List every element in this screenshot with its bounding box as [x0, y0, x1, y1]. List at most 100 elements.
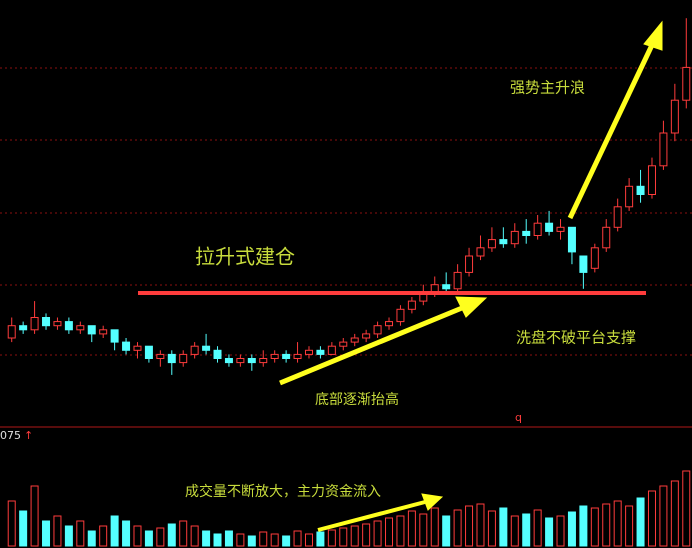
volume-bar [133, 525, 142, 547]
volume-bar [522, 513, 531, 547]
volume-bar [659, 485, 668, 547]
annotation: 洗盘不破平台支撑 [516, 329, 636, 347]
candle-body [122, 341, 131, 351]
candle-body [144, 345, 153, 360]
arrows [279, 20, 663, 532]
candle-body [19, 325, 28, 331]
candle-body [522, 230, 531, 236]
volume-bar [590, 507, 599, 547]
volume-bar [510, 515, 519, 547]
volume-bar [122, 520, 131, 547]
candle-body [545, 222, 554, 232]
volume-bar [636, 497, 645, 547]
volume-bar [407, 510, 416, 547]
volume-bar [247, 535, 256, 547]
candle-body [670, 99, 679, 134]
indicator-arrow: ↑ [24, 429, 33, 442]
candle-body [304, 349, 313, 355]
annotation: 成交量不断放大，主力资金流入 [185, 483, 381, 500]
volume-bar [19, 510, 28, 547]
volume-bar [350, 525, 359, 547]
candle-body [590, 247, 599, 269]
volume-bar [545, 517, 554, 547]
volume-bars [7, 470, 691, 547]
volume-bar [270, 533, 279, 547]
volume-bar [419, 513, 428, 547]
arrow [317, 500, 426, 532]
volume-bar [499, 507, 508, 547]
volume-bar [567, 511, 576, 547]
candle-body [602, 226, 611, 249]
candle-body [647, 165, 656, 196]
candle-body [30, 317, 39, 331]
volume-bar [53, 515, 62, 547]
candle-body [156, 353, 165, 359]
candle-body [476, 247, 485, 257]
candle-body [373, 325, 382, 335]
volume-bar [282, 535, 291, 547]
volume-bar [213, 533, 222, 547]
candle-body [533, 222, 542, 236]
candle-body [327, 345, 336, 355]
candle-body [224, 358, 233, 364]
arrow-head [421, 493, 444, 511]
volume-bar [179, 520, 188, 547]
volume-bar [670, 480, 679, 547]
candle-body [613, 206, 622, 228]
annotation: 强势主升浪 [510, 79, 585, 97]
marker-label: q [515, 411, 522, 424]
candle-body [167, 353, 176, 364]
candle-body [625, 185, 634, 208]
arrow-head [455, 296, 488, 318]
candle-body [350, 337, 359, 343]
candle-body [202, 345, 211, 351]
volume-bar [442, 515, 451, 547]
candle-body [396, 308, 405, 323]
volume-bar [99, 525, 108, 547]
volume-bar [156, 527, 165, 547]
candle-body [99, 329, 108, 335]
volume-bar [579, 505, 588, 547]
candle-body [76, 325, 85, 331]
candle-body [247, 358, 256, 364]
candle-body [236, 358, 245, 364]
volume-bar [682, 470, 691, 547]
candle-body [659, 132, 668, 167]
candles [7, 18, 691, 375]
candle-body [556, 226, 565, 232]
volume-bar [224, 530, 233, 547]
volume-bar [396, 515, 405, 547]
volume-bar [362, 523, 371, 547]
volume-bar [453, 509, 462, 547]
volume-bar [202, 530, 211, 547]
candle-body [567, 226, 576, 253]
indicator-label: 075 [0, 429, 21, 442]
volume-bar [625, 505, 634, 547]
volume-bar [533, 509, 542, 547]
volume-bar [465, 505, 474, 547]
volume-bar [339, 527, 348, 547]
candle-body [407, 300, 416, 310]
candle-body [259, 358, 268, 364]
volume-bar [190, 525, 199, 547]
candle-body [682, 66, 691, 101]
volume-bar [385, 517, 394, 547]
candle-body [7, 325, 16, 339]
candle-body [465, 255, 474, 273]
candle-body [53, 321, 62, 327]
annotation: 拉升式建仓 [195, 245, 295, 269]
volume-bar [42, 520, 51, 547]
volume-bar [259, 531, 268, 547]
volume-bar [167, 523, 176, 547]
volume-bar [487, 510, 496, 547]
candle-body [87, 325, 96, 335]
candle-body [636, 185, 645, 196]
candle-body [487, 239, 496, 249]
volume-bar [304, 533, 313, 547]
candle-body [579, 255, 588, 273]
volume-bar [476, 503, 485, 547]
candle-body [510, 230, 519, 245]
candle-body [282, 353, 291, 359]
candle-body [453, 271, 462, 290]
candle-body [385, 321, 394, 327]
